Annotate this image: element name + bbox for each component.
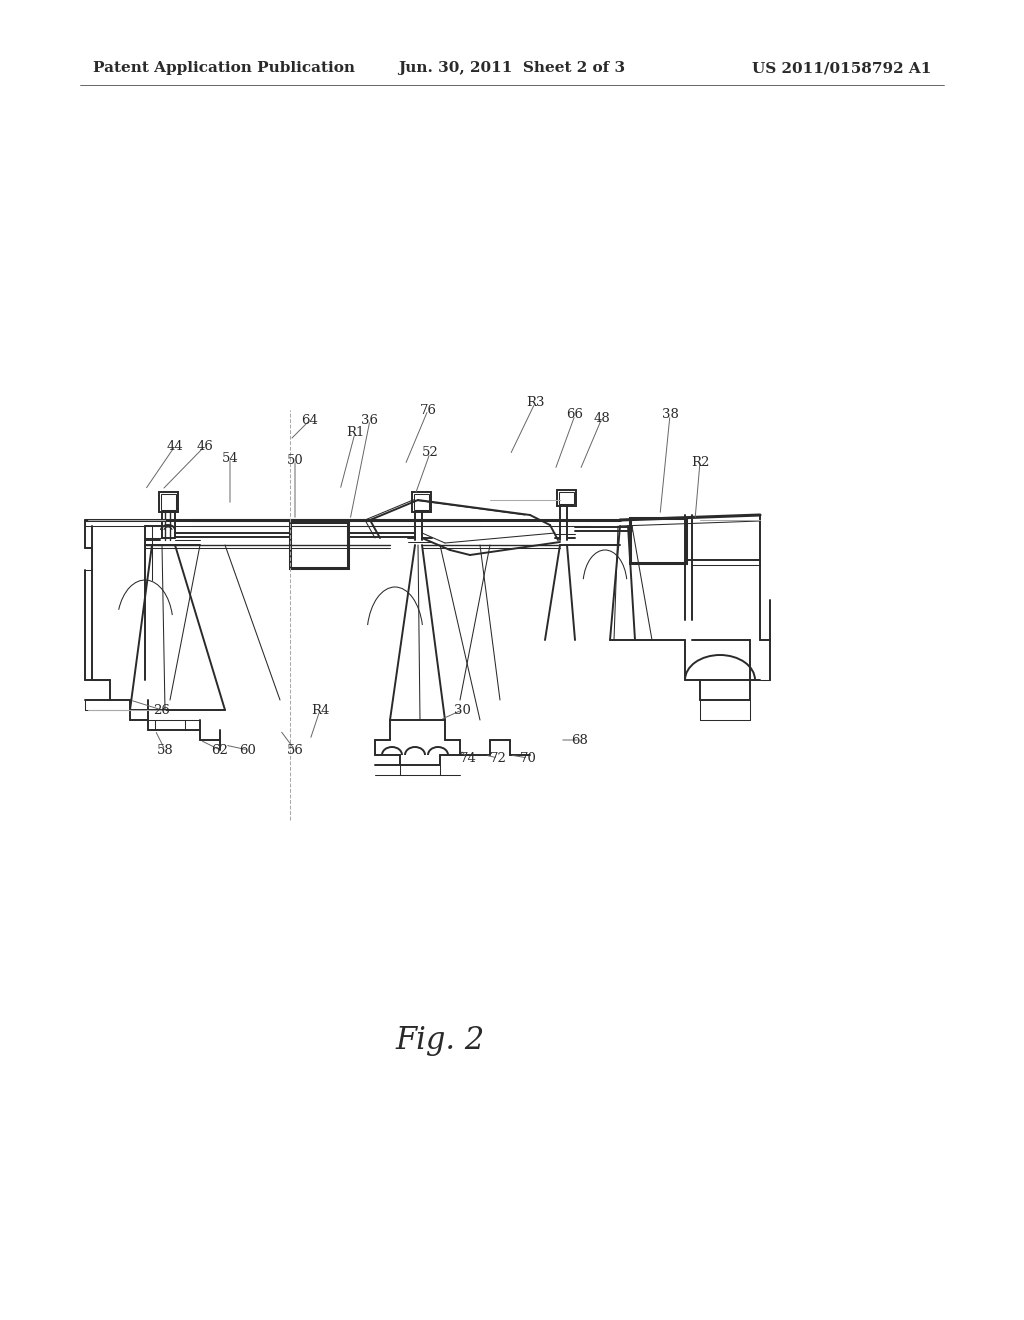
- Bar: [630, 517, 686, 564]
- Bar: [557, 490, 575, 506]
- Text: 48: 48: [594, 412, 610, 425]
- Text: 72: 72: [489, 751, 507, 764]
- Text: 30: 30: [454, 704, 470, 717]
- Text: R4: R4: [311, 704, 329, 717]
- Text: R2: R2: [691, 455, 710, 469]
- Text: Patent Application Publication: Patent Application Publication: [93, 61, 355, 75]
- Text: Jun. 30, 2011  Sheet 2 of 3: Jun. 30, 2011 Sheet 2 of 3: [398, 61, 626, 75]
- Bar: [412, 492, 431, 512]
- Text: R1: R1: [346, 426, 365, 440]
- Bar: [161, 494, 176, 510]
- Bar: [290, 521, 348, 568]
- Text: 56: 56: [287, 743, 303, 756]
- Text: 58: 58: [157, 743, 173, 756]
- Text: 46: 46: [197, 440, 213, 453]
- Text: 70: 70: [519, 751, 537, 764]
- Text: 26: 26: [154, 704, 170, 717]
- Text: US 2011/0158792 A1: US 2011/0158792 A1: [752, 61, 931, 75]
- Text: 64: 64: [301, 413, 318, 426]
- Text: 44: 44: [167, 440, 183, 453]
- Text: 38: 38: [662, 408, 679, 421]
- Text: Fig. 2: Fig. 2: [395, 1024, 484, 1056]
- Text: R3: R3: [525, 396, 544, 409]
- Bar: [414, 494, 429, 510]
- Text: 62: 62: [212, 743, 228, 756]
- Text: 54: 54: [221, 451, 239, 465]
- Text: 76: 76: [420, 404, 436, 417]
- Text: 66: 66: [566, 408, 584, 421]
- Text: 36: 36: [361, 413, 379, 426]
- Text: 68: 68: [571, 734, 589, 747]
- Text: 60: 60: [240, 743, 256, 756]
- Bar: [159, 492, 178, 512]
- Text: 74: 74: [460, 751, 476, 764]
- Text: 52: 52: [422, 446, 438, 459]
- Bar: [559, 492, 574, 504]
- Text: 50: 50: [287, 454, 303, 466]
